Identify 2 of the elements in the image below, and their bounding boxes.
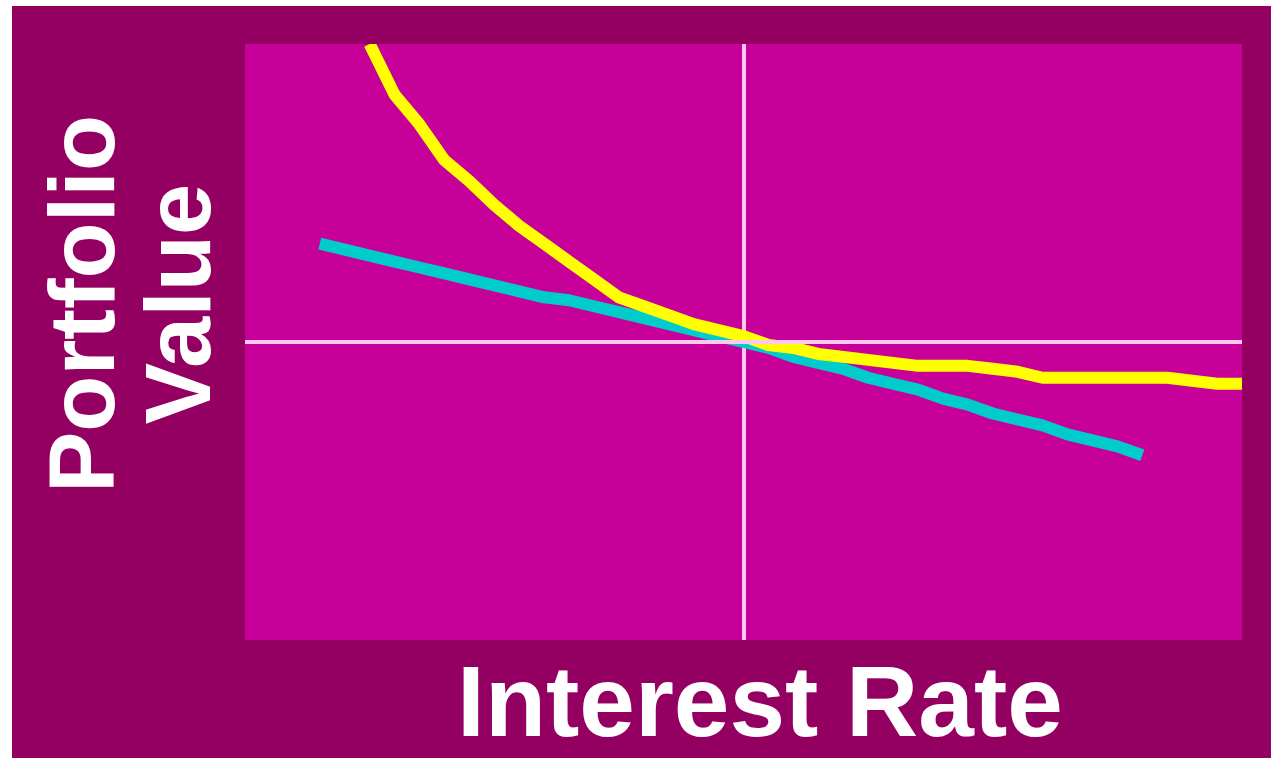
x-axis-title: Interest Rate [456,645,1064,757]
y-axis-title: Portfolio Value [31,113,229,496]
